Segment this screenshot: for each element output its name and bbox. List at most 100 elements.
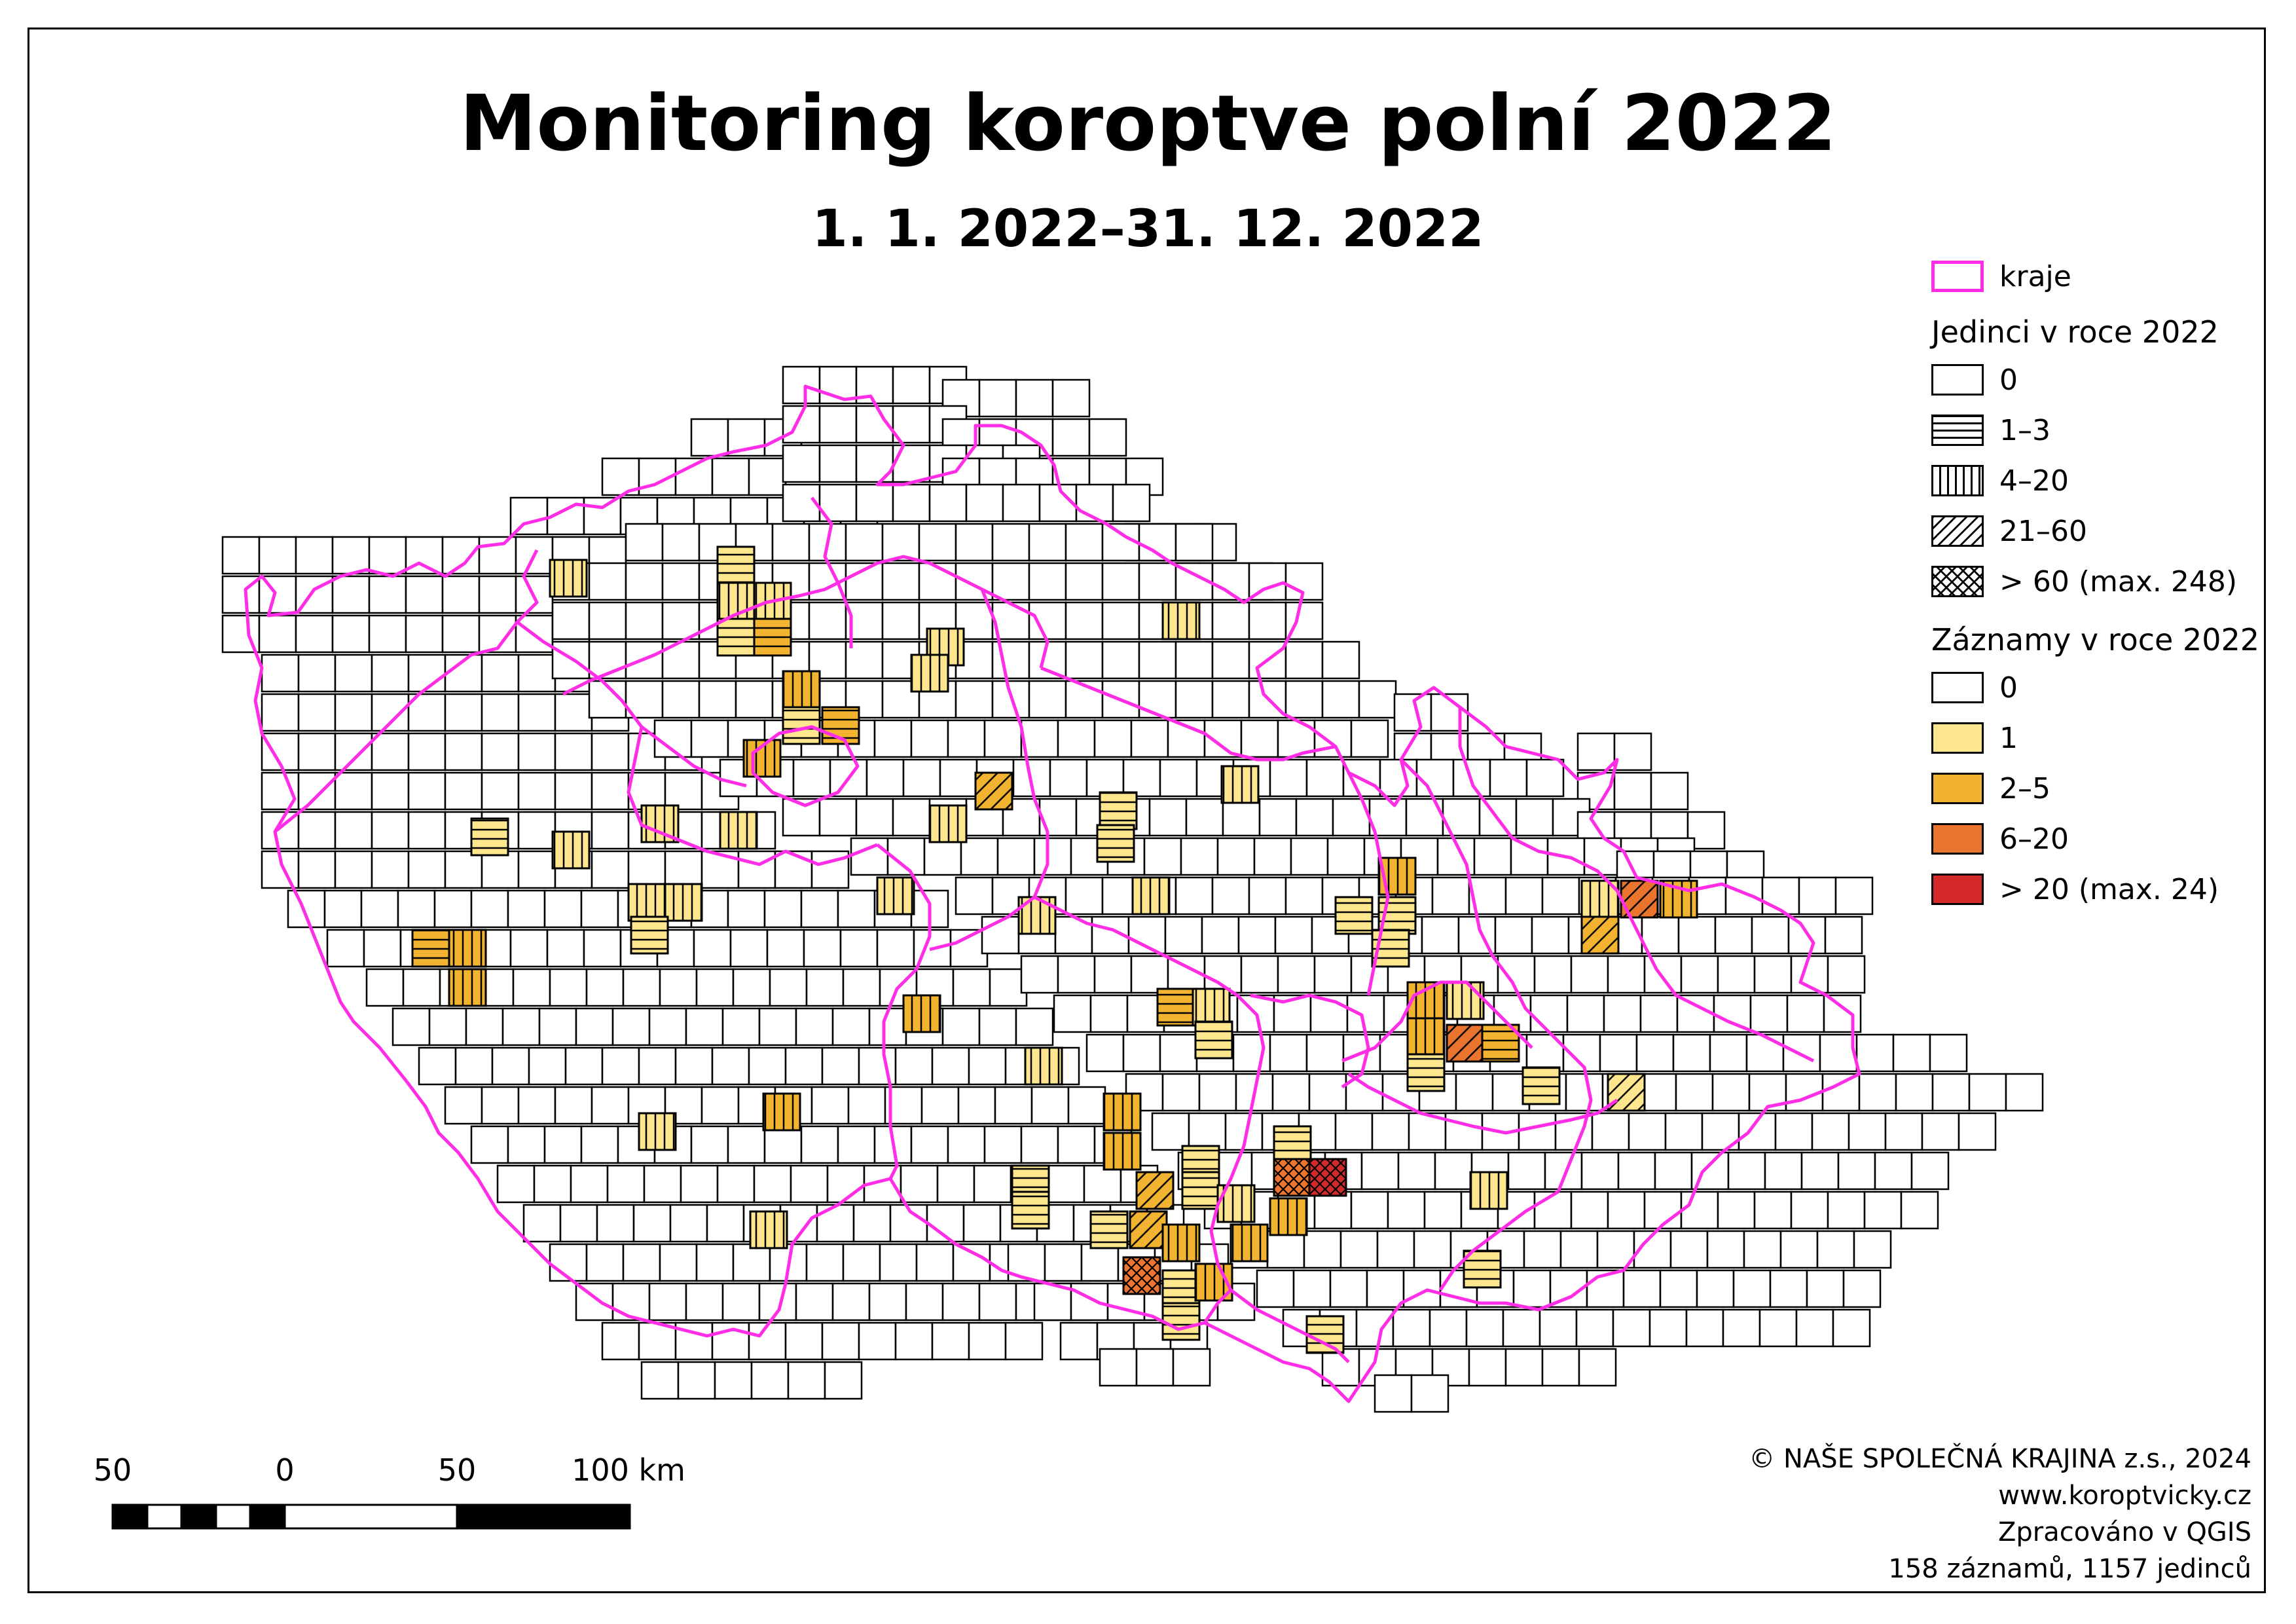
grid-cell (1473, 837, 1512, 876)
grid-cell (698, 680, 737, 719)
grid-cell (1067, 1086, 1106, 1125)
grid-cell (580, 1125, 619, 1164)
grid-cell (517, 811, 556, 850)
records-label: 6–20 (1999, 822, 2069, 856)
data-cell-pattern (1194, 1020, 1233, 1060)
grid-cell (1339, 1230, 1379, 1269)
grid-cell (625, 562, 664, 601)
grid-cell (1599, 1033, 1638, 1073)
data-cell-pattern (1017, 896, 1057, 935)
grid-cell (766, 929, 805, 968)
grid-cell (1269, 758, 1308, 798)
grid-cell (782, 365, 821, 405)
grid-cell (496, 1164, 536, 1204)
grid-cell (661, 601, 701, 640)
grid-cell (1900, 1190, 1939, 1230)
grid-cell (1350, 719, 1389, 758)
grid-cell (546, 929, 585, 968)
region-line-11 (1250, 993, 1370, 1089)
grid-cell (1366, 1269, 1405, 1308)
grid-cell (622, 968, 661, 1007)
grid-cell (1099, 1348, 1138, 1387)
grid-cell (881, 523, 920, 562)
region-line-6 (640, 726, 747, 788)
data-cell-pattern (1135, 1171, 1175, 1210)
grid-cell (1248, 640, 1287, 680)
grid-cell (640, 1361, 680, 1400)
grid-cell (1321, 640, 1360, 680)
grid-cell (879, 1243, 918, 1282)
grid-cell (1790, 1190, 1829, 1230)
grid-cell (727, 889, 766, 929)
grid-cell (1028, 680, 1067, 719)
grid-cell (900, 1164, 939, 1204)
grid-cell (1758, 1308, 1798, 1348)
grid-cell (1379, 758, 1418, 798)
grid-cell (674, 1046, 714, 1086)
grid-cell (991, 523, 1030, 562)
grid-cell (428, 1007, 467, 1046)
grid-cell (892, 405, 931, 444)
grid-cell (1892, 1033, 1931, 1073)
grid-cell (920, 1086, 960, 1125)
grid-cell (695, 1243, 735, 1282)
grid-cell (952, 1243, 991, 1282)
grid-cell (1816, 1230, 1855, 1269)
grid-cell (803, 929, 842, 968)
grid-cell (334, 811, 373, 850)
grid-cell (1175, 680, 1214, 719)
scale-label: 100 km (572, 1452, 685, 1488)
grid-cell (1028, 601, 1067, 640)
grid-cell (1188, 1112, 1227, 1151)
grid-cell (968, 1046, 1007, 1086)
individuals-label: > 60 (max. 248) (1999, 564, 2237, 599)
individuals-label: 1–3 (1999, 413, 2050, 447)
grid-cell (690, 418, 729, 457)
grid-cell (941, 1007, 981, 1046)
grid-cell (1578, 1348, 1617, 1387)
grid-cell (1455, 1073, 1494, 1112)
grid-cell (771, 523, 811, 562)
grid-cell (753, 1164, 792, 1204)
grid-cell (965, 483, 1004, 523)
grid-cell (873, 719, 913, 758)
grid-cell (559, 1204, 598, 1243)
grid-cell (685, 1282, 724, 1321)
individuals-legend-item: 1–3 (1931, 411, 2050, 450)
individuals-swatch (1931, 515, 1984, 547)
data-cell-pattern (716, 545, 756, 585)
grid-cell (1358, 680, 1397, 719)
grid-cell (978, 378, 1017, 418)
region-line-7 (929, 589, 1049, 951)
grid-cell (1089, 994, 1129, 1033)
grid-cell (1083, 1164, 1122, 1204)
grid-cell (1122, 758, 1161, 798)
grid-cell (297, 771, 337, 811)
grid-cell (1051, 418, 1091, 457)
grid-cell (509, 496, 549, 536)
grid-cell (507, 1125, 546, 1164)
grid-cell (551, 601, 591, 640)
grid-cell (714, 1361, 753, 1400)
grid-cell (261, 654, 300, 693)
grid-cell (334, 693, 373, 732)
grid-cell (363, 929, 402, 968)
grid-cell (957, 1086, 996, 1125)
grid-cell (1143, 837, 1182, 876)
grid-cell (983, 1125, 1023, 1164)
grid-cell (478, 575, 517, 614)
grid-cell (1044, 1243, 1083, 1282)
regions-label: kraje (1999, 259, 2071, 293)
grid-cell (1607, 1190, 1646, 1230)
grid-cell (1541, 1348, 1580, 1387)
grid-cell (1622, 1269, 1662, 1308)
grid-cell (606, 1164, 646, 1204)
grid-cell (368, 575, 407, 614)
data-cell-pattern (664, 883, 703, 922)
grid-cell (407, 850, 446, 889)
grid-cell (991, 562, 1030, 601)
grid-cell (1612, 1308, 1651, 1348)
records-heading: Záznamy v roce 2022 (1931, 622, 2260, 657)
individuals-label: 4–20 (1999, 464, 2069, 498)
grid-cell (727, 1125, 766, 1164)
